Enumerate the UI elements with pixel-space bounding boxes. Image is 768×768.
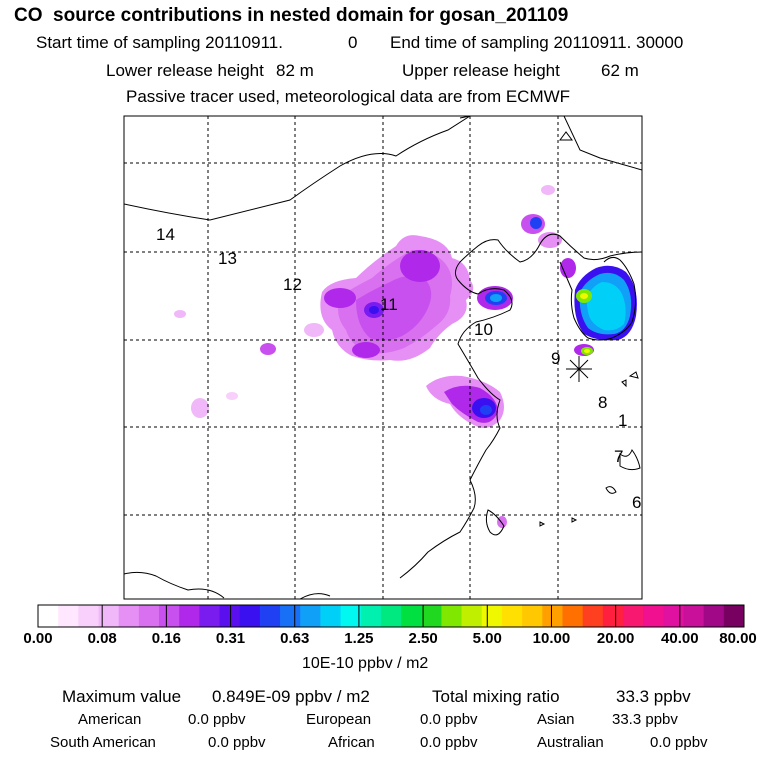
- colorbar-tick-label: 0.16: [151, 630, 181, 647]
- coastline: [124, 116, 642, 599]
- lower-release-value: 82 m: [276, 61, 314, 80]
- traj-label-8: 8: [598, 393, 607, 412]
- total-mixing-value: 33.3 ppbv: [616, 687, 691, 706]
- traj-label-13: 13: [218, 249, 237, 268]
- colorbar-tick-label: 0.63: [280, 630, 310, 647]
- colorbar-tick-label: 0.31: [215, 630, 246, 647]
- lower-release-label: Lower release height: [106, 61, 264, 80]
- upper-release-value: 62 m: [601, 61, 639, 80]
- graticule: [124, 116, 642, 599]
- total-mixing-label: Total mixing ratio: [432, 687, 560, 706]
- colorbar-tick-label: 80.00: [719, 630, 757, 647]
- colorbar-tick-label: 20.00: [596, 630, 635, 647]
- region-american-value: 0.0 ppbv: [188, 711, 246, 728]
- region-south-american-value: 0.0 ppbv: [208, 734, 266, 751]
- region-australian-label: Australian: [537, 734, 604, 751]
- upper-release-label: Upper release height: [402, 61, 560, 80]
- colorbar-tick-label: 2.50: [408, 630, 438, 647]
- region-european-label: European: [306, 711, 372, 728]
- colorbar-units: 10E-10 ppbv / m2: [302, 655, 429, 672]
- traj-label-14: 14: [156, 225, 175, 244]
- receptor-marker-icon: [566, 356, 592, 382]
- map-frame: [123, 115, 643, 600]
- max-value: 0.849E-09 ppbv / m2: [212, 687, 370, 706]
- colorbar-tick-label: 0.08: [87, 630, 117, 647]
- max-value-label: Maximum value: [62, 687, 182, 706]
- region-european-value: 0.0 ppbv: [420, 711, 478, 728]
- traj-label-1: 1: [618, 411, 627, 430]
- region-african-value: 0.0 ppbv: [420, 734, 478, 751]
- region-asian-value: 33.3 ppbv: [612, 711, 678, 728]
- region-asian-label: Asian: [537, 711, 575, 728]
- region-australian-value: 0.0 ppbv: [650, 734, 708, 751]
- start-time-label: Start time of sampling 20110911.: [36, 33, 283, 52]
- concentration-field: [174, 185, 637, 528]
- colorbar-tick-label: 1.25: [344, 630, 374, 647]
- region-african-label: African: [328, 734, 375, 751]
- traj-label-7: 7: [614, 447, 623, 466]
- colorbar-tick-label: 10.00: [532, 630, 571, 647]
- colorbar-tick-label: 5.00: [472, 630, 502, 647]
- traj-label-9: 9: [551, 349, 560, 368]
- region-american-label: American: [78, 711, 142, 728]
- map-title: CO source contributions in nested domain…: [14, 5, 569, 26]
- start-time-suffix: 0: [348, 33, 358, 52]
- colorbar-tick-label: 0.00: [23, 630, 53, 647]
- region-south-american-label: South American: [50, 734, 156, 751]
- end-time-label: End time of sampling 20110911. 30000: [390, 33, 684, 52]
- colorbar-tick-label: 40.00: [661, 630, 699, 647]
- tracer-info: Passive tracer used, meteorological data…: [126, 87, 571, 106]
- traj-label-12: 12: [283, 275, 302, 294]
- traj-label-10: 10: [474, 320, 493, 339]
- traj-label-11: 11: [380, 295, 398, 314]
- traj-label-6: 6: [632, 493, 641, 512]
